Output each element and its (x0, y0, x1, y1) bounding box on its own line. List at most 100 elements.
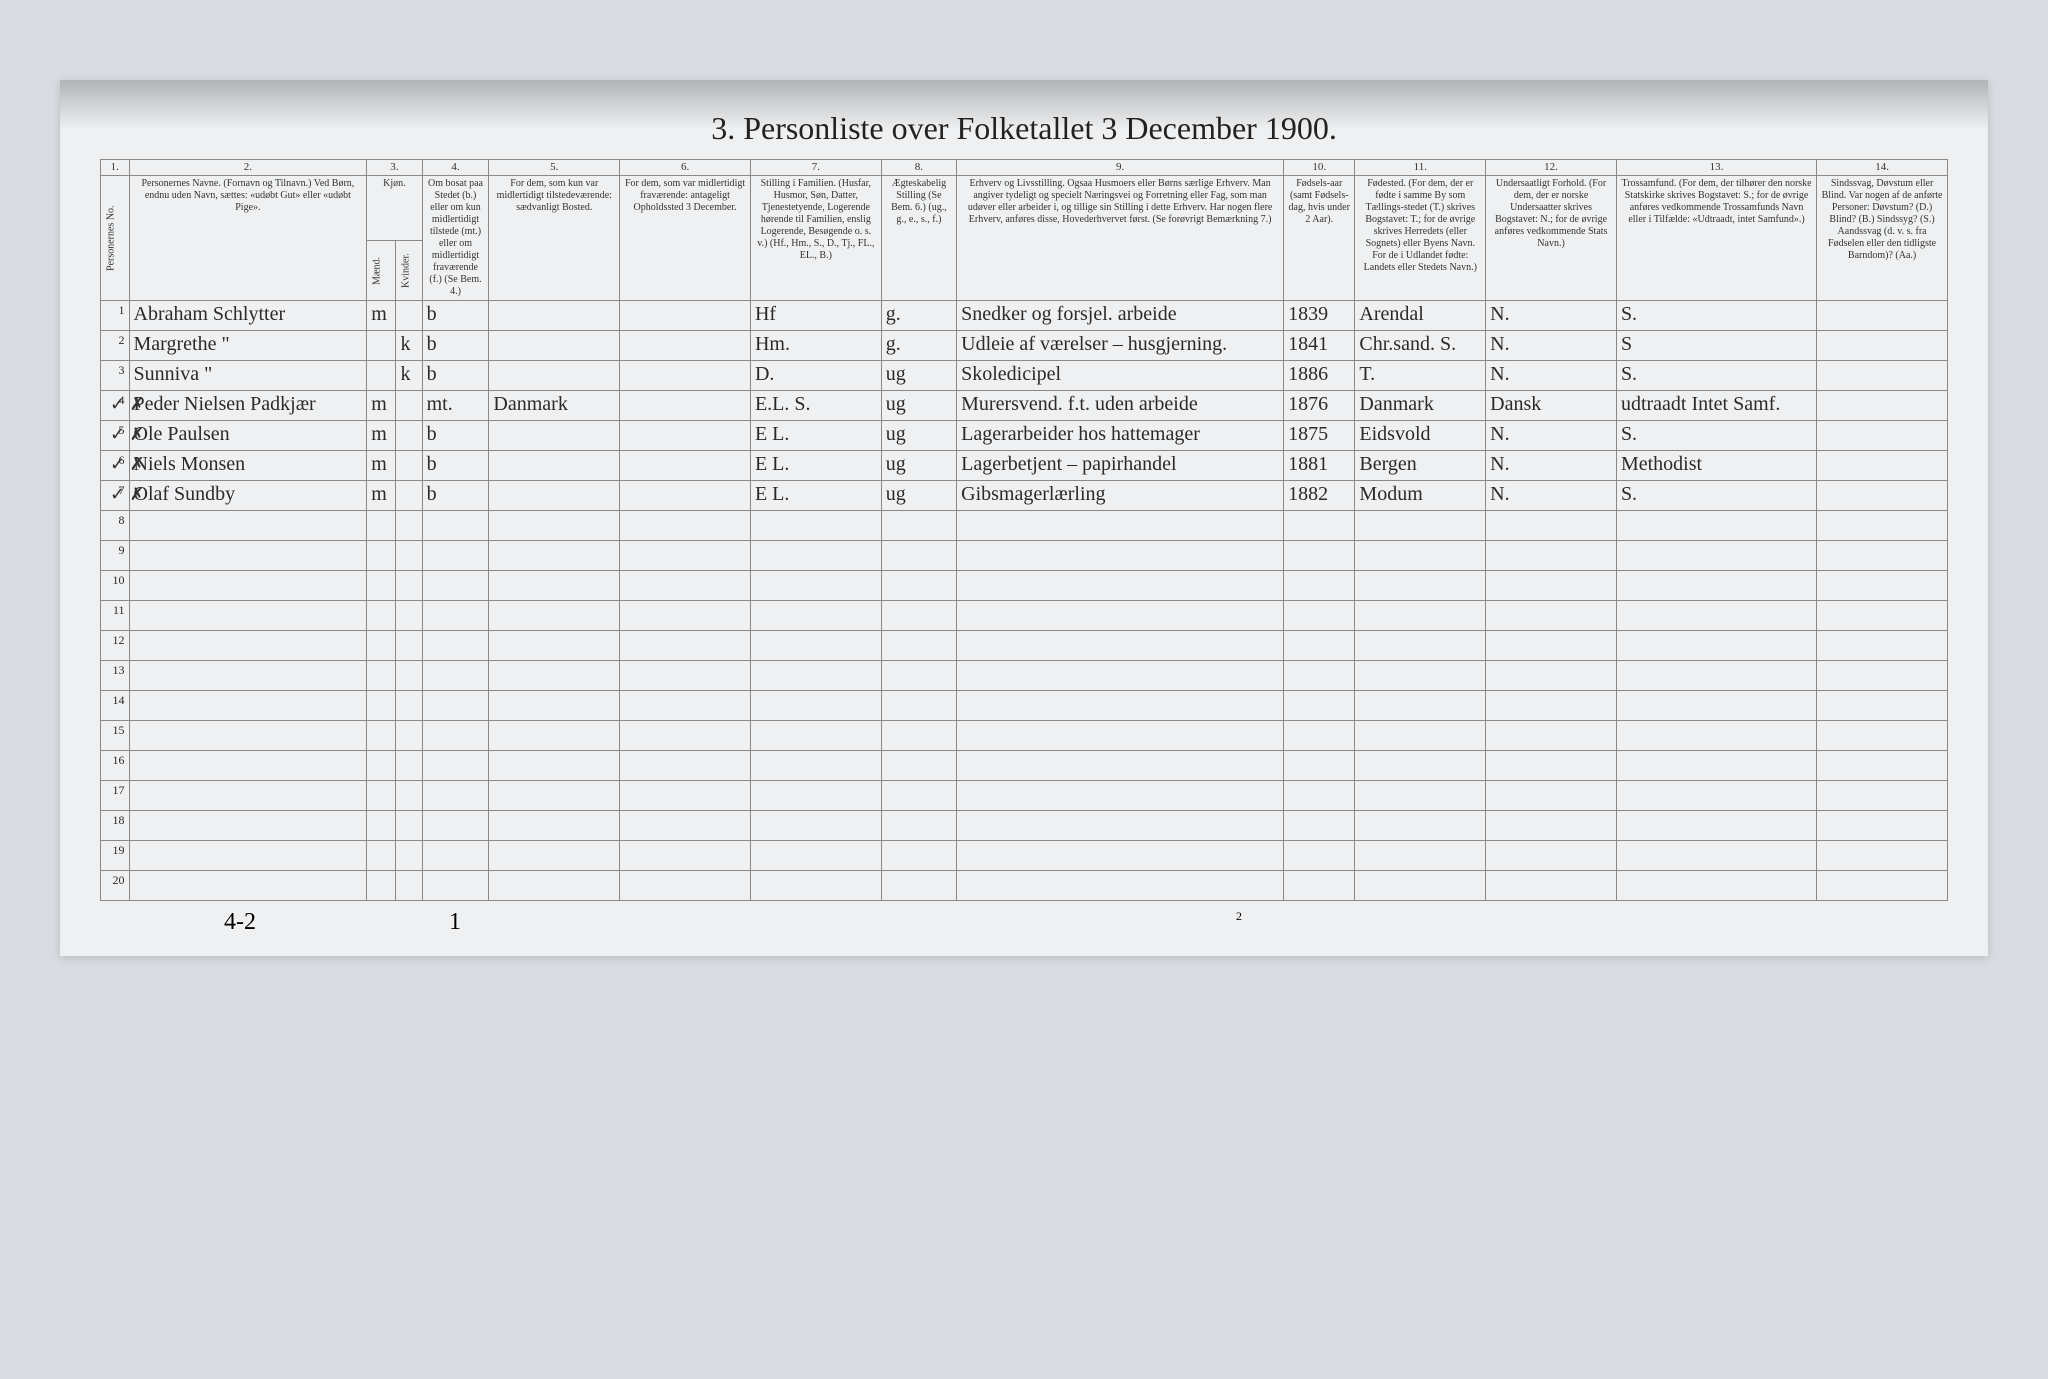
cell (129, 811, 367, 841)
cell (620, 781, 751, 811)
cell (367, 361, 396, 391)
cell (396, 301, 422, 331)
cell: Danmark (1355, 391, 1486, 421)
cell: 15 (101, 721, 130, 751)
cell: 1875 (1284, 421, 1355, 451)
cell (422, 781, 489, 811)
cell: 19 (101, 841, 130, 871)
cell: Snedker og forsjel. arbeide (957, 301, 1284, 331)
colnum-4: 4. (422, 160, 489, 176)
cell (396, 691, 422, 721)
cell: m (367, 481, 396, 511)
cell (396, 391, 422, 421)
hdr-6: For dem, som var midlertidigt fraværende… (620, 176, 751, 301)
cell: S. (1616, 361, 1816, 391)
cell (396, 481, 422, 511)
cell (1817, 781, 1948, 811)
cell: E L. (750, 421, 881, 451)
cell (396, 631, 422, 661)
cell (957, 751, 1284, 781)
cell (881, 601, 956, 631)
cell: Bergen (1355, 451, 1486, 481)
cell (1284, 631, 1355, 661)
cell: 1839 (1284, 301, 1355, 331)
cell (750, 571, 881, 601)
cell: 9 (101, 541, 130, 571)
cell: k (396, 361, 422, 391)
cell (422, 811, 489, 841)
cell (1817, 451, 1948, 481)
footer: 4-2 1 2 (100, 909, 1948, 936)
cell: 13 (101, 661, 130, 691)
hdr-4: Om bosat paa Stedet (b.) eller om kun mi… (422, 176, 489, 301)
cell: N. (1486, 361, 1617, 391)
cell (1817, 541, 1948, 571)
cell (1616, 781, 1816, 811)
cell: Lagerbetjent – papirhandel (957, 451, 1284, 481)
table-row-empty: 12 (101, 631, 1948, 661)
cell (1355, 631, 1486, 661)
table-row-empty: 11 (101, 601, 1948, 631)
cell: 10 (101, 571, 130, 601)
cell (881, 721, 956, 751)
colnum-3: 3. (367, 160, 422, 176)
cell (1616, 541, 1816, 571)
cell (957, 781, 1284, 811)
cell (396, 571, 422, 601)
cell: N. (1486, 481, 1617, 511)
cell (1355, 661, 1486, 691)
cell: Eidsvold (1355, 421, 1486, 451)
margin-mark: ✓ ✗ (110, 394, 145, 415)
cell: m (367, 391, 396, 421)
cell (1817, 481, 1948, 511)
cell (750, 691, 881, 721)
cell (1355, 601, 1486, 631)
cell (1284, 691, 1355, 721)
cell (1817, 841, 1948, 871)
cell: 2 (101, 331, 130, 361)
cell (1355, 781, 1486, 811)
page-title: 3. Personliste over Folketallet 3 Decemb… (100, 110, 1948, 147)
cell (1817, 301, 1948, 331)
cell: Lagerarbeider hos hattemager (957, 421, 1284, 451)
colnum-12: 12. (1486, 160, 1617, 176)
table-row-empty: 20 (101, 871, 1948, 901)
colnum-13: 13. (1616, 160, 1816, 176)
cell (489, 631, 620, 661)
cell (1616, 511, 1816, 541)
cell (367, 691, 396, 721)
cell (367, 601, 396, 631)
cell (1616, 691, 1816, 721)
hdr-13: Trossamfund. (For dem, der tilhører den … (1616, 176, 1816, 301)
cell (129, 511, 367, 541)
cell (620, 511, 751, 541)
cell: ug (881, 481, 956, 511)
cell (1486, 511, 1617, 541)
cell (1486, 811, 1617, 841)
cell (1284, 871, 1355, 901)
table-row: 2Margrethe "kbHm.g.Udleie af værelser – … (101, 331, 1948, 361)
cell (396, 661, 422, 691)
cell (957, 571, 1284, 601)
cell (957, 631, 1284, 661)
cell (1616, 601, 1816, 631)
cell: g. (881, 301, 956, 331)
cell (489, 841, 620, 871)
cell (1284, 721, 1355, 751)
cell (1355, 811, 1486, 841)
cell (1355, 571, 1486, 601)
cell (129, 691, 367, 721)
cell (957, 601, 1284, 631)
cell: Margrethe " (129, 331, 367, 361)
cell: udtraadt Intet Samf. (1616, 391, 1816, 421)
cell (620, 661, 751, 691)
cell (620, 721, 751, 751)
cell (367, 841, 396, 871)
cell (129, 751, 367, 781)
hdr-8: Ægteskabelig Stilling (Se Bem. 6.) (ug.,… (881, 176, 956, 301)
cell (396, 541, 422, 571)
cell (1486, 751, 1617, 781)
cell (620, 361, 751, 391)
cell (422, 751, 489, 781)
cell (1284, 601, 1355, 631)
